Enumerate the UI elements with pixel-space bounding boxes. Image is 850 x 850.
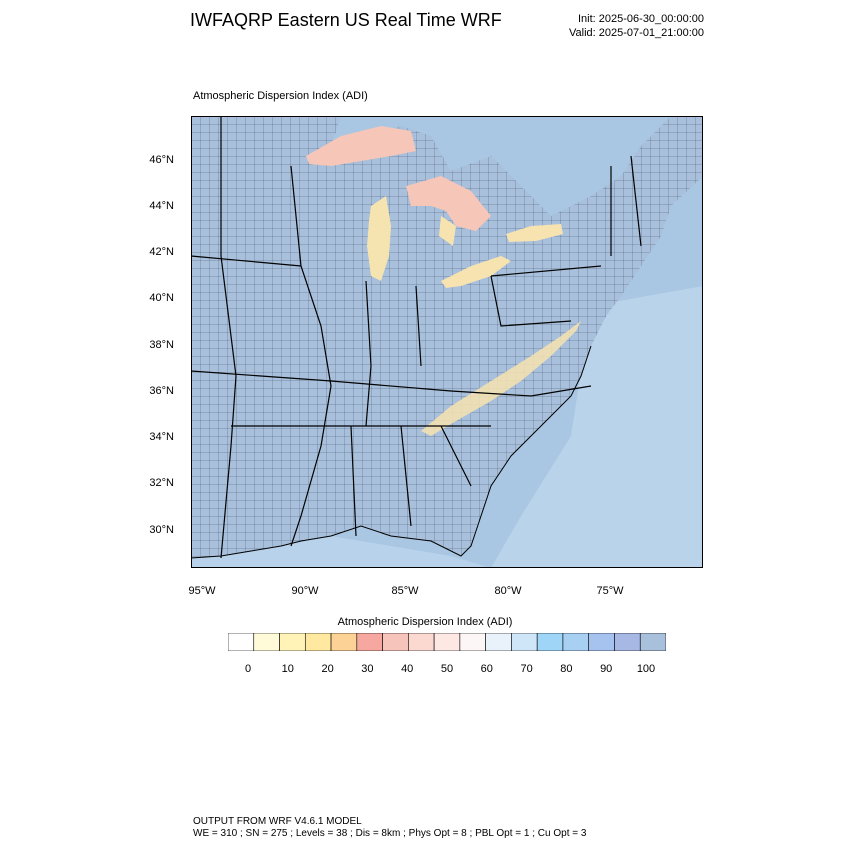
lat-label: 44°N xyxy=(149,200,174,212)
footer-config: WE = 310 ; SN = 275 ; Levels = 38 ; Dis … xyxy=(193,828,587,839)
lon-label: 85°W xyxy=(391,585,419,597)
lat-label: 32°N xyxy=(149,477,174,489)
lat-label: 30°N xyxy=(149,524,174,536)
colorbar-box xyxy=(253,633,280,651)
lat-label: 40°N xyxy=(149,292,174,304)
lon-label: 90°W xyxy=(291,585,319,597)
colorbar-box xyxy=(614,633,641,651)
colorbar-tick-label: 70 xyxy=(520,663,533,675)
lake-erie xyxy=(441,256,511,288)
lake-michigan xyxy=(367,196,391,281)
colorbar-box xyxy=(459,633,486,651)
colorbar-tick-label: 60 xyxy=(480,663,493,675)
colorbar-box xyxy=(588,633,615,651)
colorbar-box xyxy=(330,633,358,651)
colorbar-box xyxy=(356,633,383,651)
colorbar-tick-label: 100 xyxy=(636,663,656,675)
footer-model: OUTPUT FROM WRF V4.6.1 MODEL xyxy=(193,816,362,827)
valid-time: Valid: 2025-07-01_21:00:00 xyxy=(569,27,704,39)
colorbar-tick-label: 50 xyxy=(440,663,454,675)
colorbar-tick-label: 0 xyxy=(244,663,252,675)
colorbar-box xyxy=(562,633,590,651)
page-title: IWFAQRP Eastern US Real Time WRF xyxy=(190,10,502,30)
colorbar-box xyxy=(304,633,332,651)
colorbar-tick-label: 30 xyxy=(361,663,374,675)
lake-ontario xyxy=(506,224,563,242)
lon-label: 80°W xyxy=(494,585,522,597)
colorbar-box xyxy=(639,633,666,651)
lat-label: 42°N xyxy=(149,246,174,258)
colorbar-box xyxy=(511,633,538,651)
colorbar-box xyxy=(382,633,409,651)
init-time: Init: 2025-06-30_00:00:00 xyxy=(578,13,704,25)
lake-huron xyxy=(406,176,491,231)
colorbar-box xyxy=(433,633,461,651)
colorbar-tick-label: 20 xyxy=(321,663,334,675)
colorbar xyxy=(228,633,666,651)
lon-label: 95°W xyxy=(188,585,216,597)
colorbar-box xyxy=(228,633,255,651)
colorbar-tick-label: 80 xyxy=(560,663,573,675)
appalachian-warm-band xyxy=(421,321,581,436)
colorbar-tick-label: 10 xyxy=(281,663,294,675)
adi-map xyxy=(191,116,703,568)
lat-label: 34°N xyxy=(149,431,174,443)
lon-label: 75°W xyxy=(596,585,624,597)
lake-superior xyxy=(306,126,416,166)
lat-label: 46°N xyxy=(149,154,174,166)
atlantic-shelf xyxy=(491,286,703,568)
panel-title: Atmospheric Dispersion Index (ADI) xyxy=(193,90,368,102)
colorbar-box xyxy=(485,633,512,651)
lat-label: 38°N xyxy=(149,339,174,351)
colorbar-box xyxy=(408,633,435,651)
colorbar-box xyxy=(279,633,306,651)
lat-label: 36°N xyxy=(149,385,174,397)
gulf-of-mexico xyxy=(191,536,491,568)
colorbar-box xyxy=(536,633,564,651)
colorbar-title: Atmospheric Dispersion Index (ADI) xyxy=(337,616,513,628)
colorbar-tick-label: 90 xyxy=(600,663,613,675)
colorbar-tick-label: 40 xyxy=(401,663,414,675)
